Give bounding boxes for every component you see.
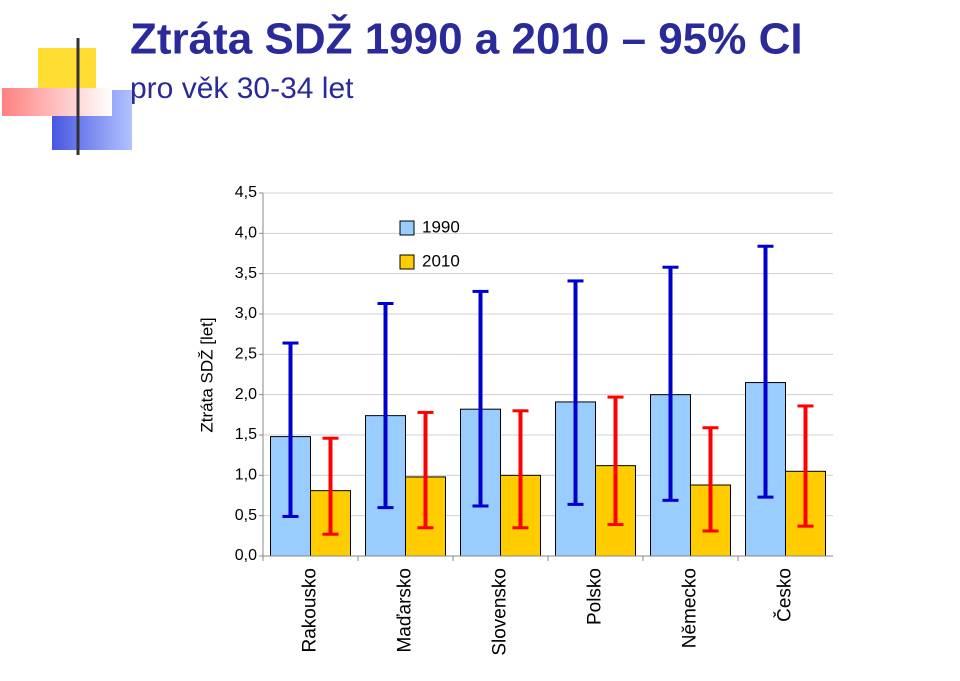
x-tick-label: Maďarsko <box>395 568 416 653</box>
x-tick-label: Slovensko <box>490 568 511 656</box>
y-tick-label: 1,5 <box>235 426 257 443</box>
title: Ztráta SDŽ 1990 a 2010 – 95% CI <box>130 14 803 64</box>
x-tick-label: Česko <box>774 568 796 622</box>
y-tick-label: 0,0 <box>235 547 257 564</box>
y-tick-label: 0,5 <box>235 507 257 524</box>
y-tick-label: 4,0 <box>235 225 257 242</box>
subtitle: pro věk 30-34 let <box>130 72 354 105</box>
x-tick-label: Polsko <box>585 568 606 625</box>
y-tick-label: 3,0 <box>235 305 257 322</box>
x-tick-label: Rakousko <box>300 568 321 653</box>
y-tick-label: 3,5 <box>235 265 257 282</box>
y-tick-label: 2,5 <box>235 346 257 363</box>
y-tick-label: 4,5 <box>235 184 257 201</box>
y-tick-label: 2,0 <box>235 386 257 403</box>
legend-swatch <box>399 254 415 270</box>
x-tick-label: Německo <box>680 568 701 648</box>
y-tick-label: 1,0 <box>235 467 257 484</box>
legend-swatch <box>399 220 415 236</box>
decoration <box>2 38 960 155</box>
y-axis-label: Ztráta SDŽ [let] <box>197 317 216 432</box>
legend-label: 2010 <box>422 251 460 270</box>
legend-label: 1990 <box>422 217 460 236</box>
